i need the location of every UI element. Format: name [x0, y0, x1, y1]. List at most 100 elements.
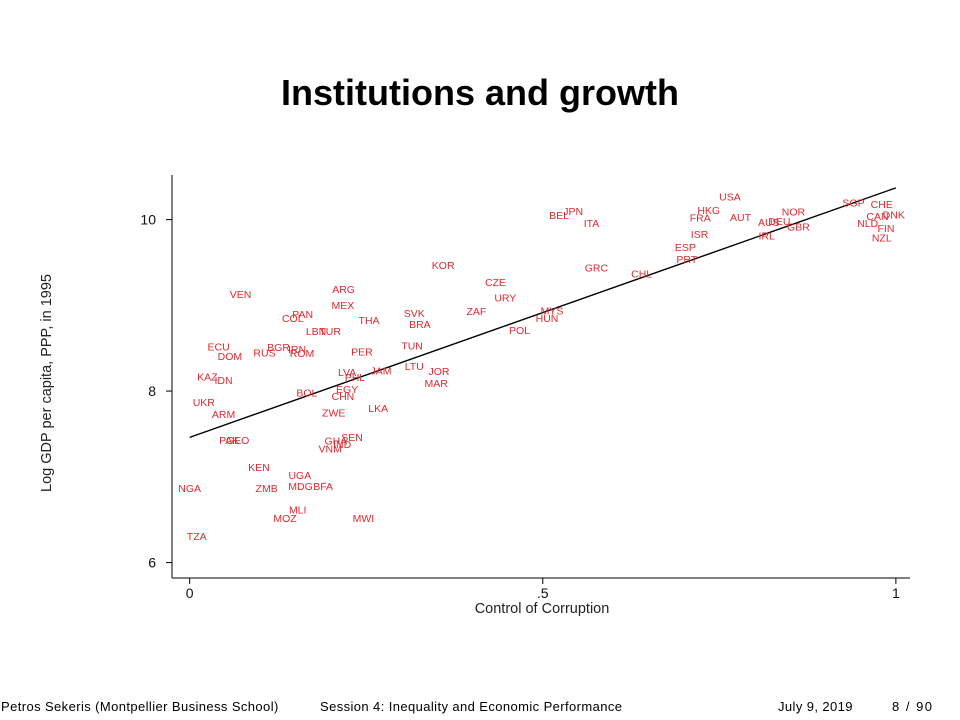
point-label-mex: MEX	[332, 300, 355, 312]
point-label-egy: EGY	[336, 384, 358, 396]
point-label-gha: GHA	[324, 436, 347, 448]
point-label-chn: CHN	[332, 391, 355, 403]
slide-footer: Petros Sekeris (Montpellier Business Sch…	[0, 698, 960, 716]
point-label-tha: THA	[359, 315, 380, 327]
y-tick-label: 8	[148, 383, 156, 399]
point-label-irl: IRL	[758, 231, 775, 243]
x-axis-ticks: 0.5 1	[186, 578, 900, 601]
x-axis-title: Control of Corruption	[475, 601, 610, 617]
point-label-ury: URY	[494, 292, 516, 304]
point-label-lbn: LBN	[306, 326, 326, 338]
point-label-irn: IRN	[288, 344, 306, 356]
point-label-nzl: NZL	[872, 232, 892, 244]
point-label-bfa: BFA	[313, 481, 333, 493]
point-label-arm: ARM	[212, 409, 235, 421]
point-label-pol: POL	[509, 325, 530, 337]
point-label-bgr: BGR	[267, 342, 290, 354]
point-label-tun: TUN	[401, 340, 423, 352]
point-label-esp: ESP	[675, 242, 696, 254]
point-label-ecu: ECU	[208, 341, 230, 353]
point-label-ltu: LTU	[405, 361, 424, 373]
point-label-uga: UGA	[288, 470, 311, 482]
x-tick-label: .5	[537, 585, 549, 601]
point-label-bra: BRA	[409, 319, 431, 331]
slide-title: Institutions and growth	[281, 72, 679, 113]
point-label-gbr: GBR	[787, 221, 810, 233]
point-label-chl: CHL	[631, 268, 652, 280]
point-label-moz: MOZ	[273, 513, 297, 525]
point-label-dom: DOM	[218, 351, 243, 363]
point-label-ken: KEN	[248, 462, 270, 474]
footer-session-title: Session 4: Inequality and Economic Perfo…	[320, 699, 623, 714]
point-label-mar: MAR	[424, 378, 448, 390]
point-label-sgp: SGP	[842, 197, 864, 209]
point-label-bol: BOL	[296, 388, 317, 400]
point-label-hun: HUN	[536, 313, 559, 325]
point-label-tza: TZA	[187, 531, 207, 543]
point-label-geo: GEO	[226, 435, 249, 447]
point-label-nga: NGA	[178, 483, 201, 495]
point-label-vnm: VNM	[319, 443, 342, 455]
point-label-grc: GRC	[585, 262, 609, 274]
fit-line	[189, 187, 897, 439]
point-label-mdg: MDG	[288, 481, 313, 493]
point-label-che: CHE	[871, 199, 893, 211]
y-axis-title: Log GDP per capita, PPP, in 1995	[39, 274, 55, 492]
point-label-jor: JOR	[428, 366, 449, 378]
point-label-dnk: DNK	[883, 209, 905, 221]
footer-date: July 9, 2019	[778, 699, 853, 714]
footer-author: Petros Sekeris (Montpellier Business Sch…	[1, 699, 279, 714]
point-label-idn: IDN	[215, 375, 233, 387]
point-label-prt: PRT	[676, 254, 697, 266]
point-label-hkg: HKG	[697, 205, 720, 217]
point-label-col: COL	[282, 313, 304, 325]
y-tick-label: 10	[140, 212, 156, 228]
point-label-kaz: KAZ	[197, 371, 218, 383]
point-label-svk: SVK	[404, 308, 425, 320]
point-label-mys: MYS	[541, 305, 564, 317]
point-label-ukr: UKR	[193, 397, 216, 409]
point-label-deu: DEU	[768, 216, 790, 228]
point-label-lva: LVA	[338, 367, 356, 379]
point-label-pak: PAK	[219, 435, 239, 447]
point-label-isr: ISR	[691, 229, 709, 241]
point-label-bel: BEL	[549, 210, 569, 222]
point-label-ita: ITA	[584, 218, 600, 230]
point-label-fin: FIN	[878, 223, 895, 235]
point-label-ven: VEN	[230, 289, 252, 301]
point-label-ind: IND	[333, 439, 352, 451]
point-label-zaf: ZAF	[466, 306, 486, 318]
y-tick-label: 6	[148, 555, 156, 571]
point-label-can: CAN	[866, 211, 888, 223]
point-label-jpn: JPN	[563, 206, 583, 218]
point-label-fra: FRA	[690, 213, 711, 225]
footer-page-number: 8 / 90	[892, 699, 934, 714]
point-label-rom: ROM	[290, 348, 315, 360]
point-label-sen: SEN	[341, 432, 363, 444]
fit-line-group	[189, 187, 897, 439]
point-label-jam: JAM	[371, 365, 392, 377]
point-label-rus: RUS	[253, 347, 275, 359]
point-label-lka: LKA	[368, 403, 388, 415]
point-label-mwi: MWI	[353, 513, 375, 525]
point-label-per: PER	[351, 346, 373, 358]
point-label-nld: NLD	[857, 218, 878, 230]
point-label-zwe: ZWE	[322, 407, 345, 419]
x-tick-label: 0	[186, 585, 194, 601]
point-label-pan: PAN	[292, 309, 313, 321]
point-label-aus: AUS	[758, 217, 780, 229]
point-label-usa: USA	[719, 191, 741, 203]
point-label-zmb: ZMB	[256, 483, 278, 495]
y-axis-ticks: 6 8 10	[140, 212, 172, 571]
point-label-phl: PHL	[345, 372, 366, 384]
point-label-arg: ARG	[332, 284, 355, 296]
point-label-aut: AUT	[730, 212, 752, 224]
point-label-mli: MLI	[289, 504, 307, 516]
point-label-tur: TUR	[319, 326, 341, 338]
x-tick-label: 1	[892, 585, 900, 601]
point-label-cze: CZE	[485, 277, 506, 289]
point-label-kor: KOR	[432, 260, 455, 272]
